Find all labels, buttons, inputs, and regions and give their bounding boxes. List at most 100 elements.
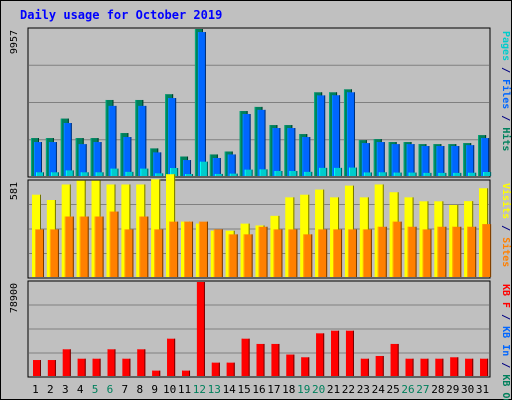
bar-files-18	[287, 128, 296, 176]
bar-sites-31	[482, 224, 492, 277]
bar-files-4-shade	[85, 144, 87, 176]
bar-sites-28-highlight	[437, 226, 439, 277]
bar-files-22-shade	[353, 92, 355, 176]
bar-kb-f-24-shade	[382, 355, 384, 376]
bar-kb-f-18-highlight	[286, 354, 288, 376]
bar-sites-18	[288, 229, 298, 277]
bar-visits-9-highlight	[151, 179, 153, 277]
x-tick-label-24: 24	[372, 383, 386, 396]
bar-kb-f-12-shade	[203, 282, 205, 376]
bar-kb-f-17-shade	[278, 343, 280, 376]
bar-visits-18-highlight	[285, 197, 287, 277]
bar-pages-10-highlight	[170, 168, 172, 176]
bar-files-7-highlight	[123, 137, 125, 176]
bar-kb-f-6	[107, 349, 116, 376]
bar-pages-30	[468, 172, 477, 176]
bar-sites-30	[467, 226, 477, 277]
bar-pages-30-highlight	[468, 172, 470, 176]
bar-sites-7	[124, 229, 134, 277]
bar-visits-19-highlight	[300, 194, 302, 277]
bar-files-10-highlight	[168, 98, 170, 176]
bar-files-26	[406, 144, 415, 176]
bar-sites-4-shade	[87, 216, 89, 277]
bar-kb-f-13-shade	[218, 362, 220, 376]
bar-files-28-shade	[443, 146, 445, 176]
bar-files-6	[108, 105, 117, 176]
x-tick-label-23: 23	[357, 383, 370, 396]
bar-sites-7-highlight	[124, 229, 126, 277]
bar-hits-19-highlight	[299, 134, 301, 176]
bar-kb-f-30	[465, 358, 474, 376]
bar-visits-16-highlight	[255, 225, 257, 277]
bar-kb-f-3-shade	[69, 349, 71, 376]
bar-sites-12-shade	[206, 221, 208, 277]
bar-hits-26-highlight	[403, 142, 405, 176]
bar-sites-16-shade	[266, 226, 268, 277]
bar-sites-19-shade	[311, 234, 313, 277]
bar-files-31	[481, 138, 490, 176]
bar-sites-8-highlight	[139, 216, 141, 277]
bar-files-5	[93, 142, 102, 176]
bar-files-20-shade	[324, 95, 326, 176]
y-max-label: 9957	[9, 30, 20, 54]
bar-files-24-shade	[383, 142, 385, 176]
bar-kb-f-7	[122, 358, 131, 376]
bar-pages-25	[393, 172, 402, 176]
bar-files-1-highlight	[34, 142, 35, 176]
bar-files-19	[302, 137, 311, 176]
bar-kb-f-9-highlight	[152, 370, 154, 376]
legend-item: /	[500, 109, 511, 127]
bar-kb-f-26	[405, 358, 414, 376]
bar-pages-12-shade	[206, 161, 208, 176]
bar-files-17-highlight	[272, 128, 274, 176]
bar-files-20-highlight	[317, 95, 319, 176]
bar-files-25-highlight	[391, 144, 393, 176]
bar-sites-14	[228, 234, 238, 277]
x-tick-label-26: 26	[401, 383, 414, 396]
bar-hits-8-highlight	[135, 99, 137, 176]
bar-hits-27-highlight	[418, 144, 420, 176]
bar-files-12	[197, 32, 206, 176]
bar-pages-3	[65, 170, 74, 176]
bar-sites-12-highlight	[198, 221, 200, 277]
bar-kb-f-10-highlight	[167, 338, 169, 376]
bar-sites-25	[392, 221, 402, 277]
bar-hits-2-highlight	[45, 138, 47, 176]
bar-sites-29-highlight	[452, 226, 454, 277]
bar-visits-3-highlight	[61, 184, 63, 277]
bar-visits-31-highlight	[479, 188, 481, 277]
bar-pages-20	[319, 167, 328, 176]
bar-files-3-highlight	[63, 122, 65, 176]
bar-kb-f-11	[182, 370, 191, 376]
x-tick-label-6: 6	[107, 383, 114, 396]
bar-kb-f-31-highlight	[480, 358, 482, 376]
bar-kb-f-27	[420, 358, 429, 376]
bar-pages-1	[36, 172, 44, 176]
x-tick-label-30: 30	[461, 383, 474, 396]
bar-files-4	[78, 144, 87, 176]
bar-files-21	[332, 95, 341, 176]
bar-files-29	[451, 146, 460, 176]
bar-kb-f-6-shade	[114, 349, 116, 376]
bar-kb-f-13-highlight	[211, 362, 213, 376]
bar-files-11-highlight	[183, 160, 185, 176]
bar-sites-27-shade	[430, 229, 432, 277]
bar-sites-15-shade	[251, 234, 253, 277]
bar-kb-f-17-highlight	[271, 343, 273, 376]
bar-kb-f-9-shade	[159, 370, 161, 376]
bar-files-22	[346, 92, 355, 176]
bar-kb-f-14	[226, 362, 235, 376]
bar-sites-6-highlight	[109, 211, 111, 277]
bar-files-12-shade	[204, 32, 206, 176]
bar-kb-f-15	[241, 338, 250, 376]
bar-kb-f-3-highlight	[62, 349, 64, 376]
x-tick-label-14: 14	[223, 383, 237, 396]
bar-sites-31-highlight	[482, 224, 484, 277]
x-tick-label-10: 10	[163, 383, 176, 396]
bar-files-21-highlight	[332, 95, 334, 176]
bar-kb-f-24	[375, 355, 384, 376]
panel-mid: 581 Visits / Sites	[9, 174, 512, 279]
bar-pages-15	[244, 169, 253, 176]
bar-files-17-shade	[279, 128, 281, 176]
legend-item: Files	[500, 79, 512, 109]
